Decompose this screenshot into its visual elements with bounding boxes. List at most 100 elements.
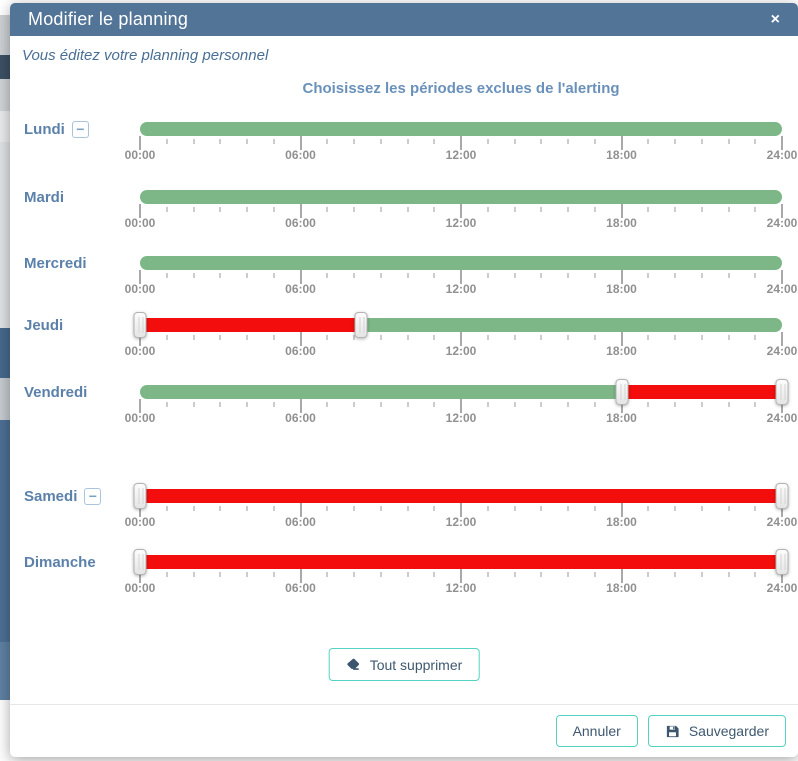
close-icon[interactable]: × <box>770 10 780 28</box>
slider-handle[interactable] <box>775 483 789 509</box>
tick-mark <box>353 207 355 212</box>
tick-mark <box>460 399 462 413</box>
tick-mark <box>379 572 382 577</box>
tick-marks <box>139 270 783 284</box>
slider-handle[interactable] <box>133 312 147 338</box>
tick-mark <box>620 136 623 150</box>
tick-mark <box>540 207 543 212</box>
slider-track[interactable] <box>140 385 782 399</box>
tick-mark <box>165 506 168 511</box>
tick-label: 06:00 <box>285 411 316 425</box>
slider-track[interactable] <box>140 256 782 270</box>
tick-label: 12:00 <box>445 411 477 425</box>
slider-segment-excluded <box>140 318 361 332</box>
subtitle: Vous éditez votre planning personnel <box>22 47 269 64</box>
tick-mark <box>513 273 516 278</box>
tick-mark <box>781 270 783 284</box>
modal-header: Modifier le planning × <box>10 3 798 36</box>
slider-track[interactable] <box>140 318 782 332</box>
tick-mark <box>593 207 596 212</box>
tick-mark <box>406 207 409 212</box>
tick-mark <box>620 399 623 413</box>
time-slider: 00:00 06:00 12:00 18:00 24:00 <box>125 379 797 427</box>
slider-segment-included <box>140 385 622 399</box>
tick-mark <box>620 270 623 284</box>
tick-mark <box>567 335 569 340</box>
slider-track[interactable] <box>140 190 782 204</box>
tick-mark <box>620 332 623 346</box>
tick-marks <box>139 204 783 218</box>
remove-day-button[interactable]: − <box>71 120 89 138</box>
slider-track[interactable] <box>140 489 782 503</box>
slider-handle[interactable] <box>775 379 789 405</box>
tick-mark <box>674 335 676 340</box>
tick-mark <box>727 335 730 340</box>
tick-mark <box>727 402 730 407</box>
day-label: Mercredi <box>24 254 87 272</box>
tick-label: 24:00 <box>766 216 798 230</box>
cancel-label: Annuler <box>572 723 621 739</box>
slider-handle[interactable] <box>615 379 628 405</box>
save-button[interactable]: Sauvegarder <box>647 715 786 747</box>
tick-mark <box>379 273 382 278</box>
tick-mark <box>219 139 222 144</box>
tick-label: 18:00 <box>606 515 637 529</box>
slider-handle[interactable] <box>133 549 147 575</box>
tick-mark <box>379 207 382 212</box>
tick-mark <box>513 207 516 212</box>
tick-mark <box>139 204 141 218</box>
tick-mark <box>246 572 248 577</box>
tick-mark <box>486 506 489 511</box>
tick-mark <box>513 506 516 511</box>
cancel-button[interactable]: Annuler <box>555 715 638 747</box>
tick-mark <box>460 270 462 284</box>
slider-handle[interactable] <box>354 312 368 338</box>
clear-all-button[interactable]: Tout supprimer <box>328 648 480 681</box>
tick-mark <box>192 139 195 144</box>
tick-mark <box>165 139 168 144</box>
tick-mark <box>406 335 409 340</box>
tick-mark <box>165 207 168 212</box>
tick-mark <box>272 506 275 511</box>
tick-mark <box>272 139 275 144</box>
tick-mark <box>192 273 195 278</box>
slider-segment-included <box>140 190 782 204</box>
time-slider: 00:00 06:00 12:00 18:00 24:00 <box>125 549 797 597</box>
tick-mark <box>620 503 623 517</box>
day-label: Vendredi <box>24 383 88 401</box>
day-label-wrap: Samedi − <box>24 486 102 506</box>
tick-mark <box>513 139 516 144</box>
tick-label: 00:00 <box>124 344 156 358</box>
remove-day-button[interactable]: − <box>84 487 102 505</box>
time-slider: 00:00 06:00 12:00 18:00 24:00 <box>125 256 797 298</box>
tick-mark <box>700 506 703 511</box>
slider-segment-excluded <box>621 385 782 399</box>
tick-mark <box>700 335 703 340</box>
tick-mark <box>219 402 222 407</box>
tick-marks <box>139 503 783 517</box>
tick-label: 06:00 <box>285 282 316 296</box>
tick-mark <box>353 273 355 278</box>
tick-mark <box>540 335 543 340</box>
tick-mark <box>460 332 462 346</box>
tick-mark <box>326 572 329 577</box>
handle-grip <box>359 317 365 333</box>
tick-label: 24:00 <box>766 581 798 595</box>
tick-mark <box>567 273 569 278</box>
slider-handle[interactable] <box>133 483 147 509</box>
tick-mark <box>379 139 382 144</box>
tick-mark <box>567 207 569 212</box>
slider-segment-included <box>140 256 782 270</box>
tick-mark <box>379 506 382 511</box>
tick-label: 06:00 <box>285 344 316 358</box>
tick-mark <box>567 402 569 407</box>
tick-label: 12:00 <box>445 148 477 162</box>
slider-handle[interactable] <box>775 549 789 575</box>
tick-mark <box>727 572 730 577</box>
slider-track[interactable] <box>140 122 782 136</box>
tick-mark <box>246 273 248 278</box>
slider-track[interactable] <box>140 555 782 569</box>
tick-label: 12:00 <box>445 344 477 358</box>
tick-mark <box>460 136 462 150</box>
day-label-wrap: Mardi <box>24 187 64 207</box>
